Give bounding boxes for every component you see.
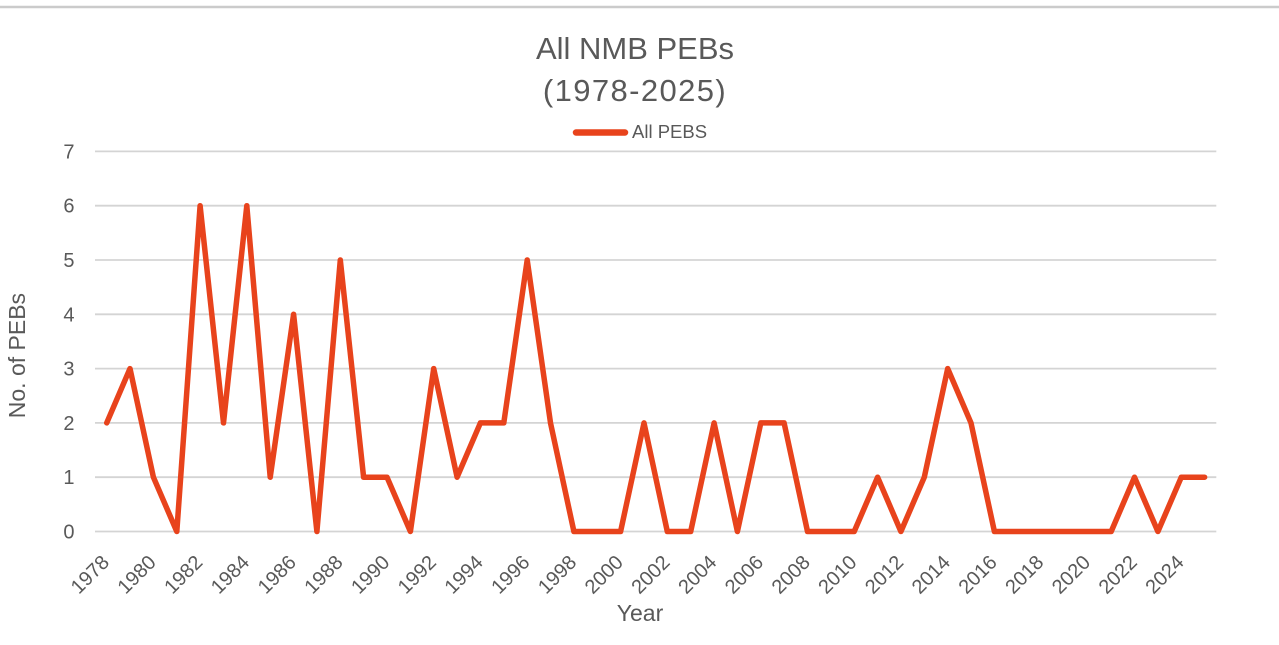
svg-text:All NMB PEBs: All NMB PEBs (536, 31, 734, 66)
svg-text:Year: Year (617, 600, 664, 626)
svg-text:(1978-2025): (1978-2025) (543, 73, 727, 108)
svg-text:2: 2 (63, 413, 74, 435)
svg-text:5: 5 (63, 250, 74, 272)
svg-text:1: 1 (63, 467, 74, 489)
svg-text:0: 0 (63, 522, 74, 544)
svg-text:7: 7 (63, 141, 74, 163)
svg-text:4: 4 (63, 304, 74, 326)
svg-text:3: 3 (63, 359, 74, 381)
svg-text:6: 6 (63, 196, 74, 218)
svg-text:No. of PEBs: No. of PEBs (4, 293, 30, 418)
svg-text:All PEBS: All PEBS (632, 121, 707, 142)
